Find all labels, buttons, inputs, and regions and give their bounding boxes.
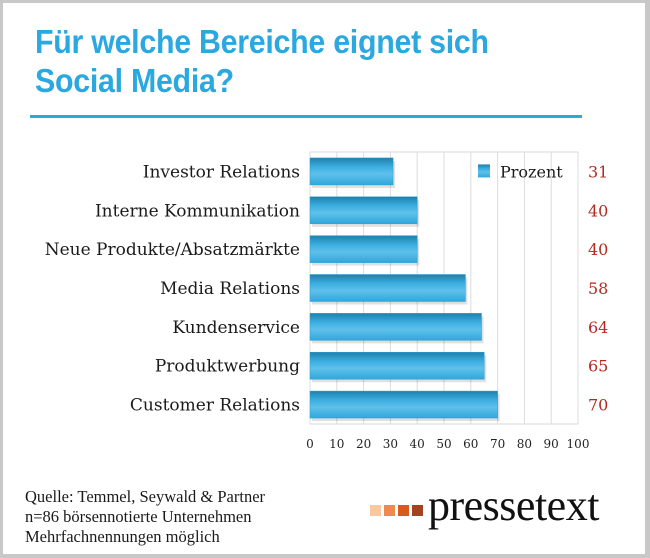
value-label: 40 [588,240,608,259]
legend-swatch-icon [478,164,490,178]
bar [309,196,418,225]
value-label: 65 [588,357,608,376]
category-label: Kundenservice [172,318,300,338]
value-label: 31 [588,162,608,181]
category-labels: Investor Relations Interne Kommunikation N… [45,162,300,415]
x-tick-label: 20 [356,437,371,451]
pressetext-logo: pressetext [370,484,599,528]
x-tick-label: 60 [463,437,478,451]
bar [309,313,482,341]
title-divider [30,115,582,118]
category-label: Interne Kommunikation [95,201,300,221]
value-labels: 31 40 40 58 64 65 70 [588,162,608,414]
x-tick-label: 80 [517,437,532,451]
bar [309,390,498,419]
logo-text: pressetext [428,481,599,530]
category-label: Media Relations [160,279,300,299]
note-line: Mehrfachnennungen möglich [25,527,220,546]
x-axis-ticks: 0 10 20 30 40 50 60 70 80 90 100 [306,437,589,451]
bar [309,274,466,302]
x-tick-label: 100 [567,437,590,451]
x-tick-label: 0 [306,437,314,451]
x-tick-label: 70 [490,437,505,451]
bar [309,157,394,186]
source-note: Quelle: Temmel, Seywald & Partner n=86 b… [25,487,265,547]
x-tick-label: 30 [383,437,398,451]
legend: Prozent [478,162,563,181]
chart-title: Für welche Bereiche eignet sich Social M… [35,23,489,99]
logo-square-icon [398,505,409,516]
logo-square-icon [384,505,395,516]
x-tick-label: 10 [329,437,344,451]
x-tick-label: 40 [410,437,425,451]
value-label: 58 [588,279,608,298]
source-line: Quelle: Temmel, Seywald & Partner [25,487,266,506]
bar [309,235,418,263]
logo-square-icon [412,505,423,516]
value-label: 70 [588,396,608,415]
sample-line: n=86 börsennotierte Unternehmen [25,507,252,526]
value-label: 64 [588,318,608,337]
value-label: 40 [588,201,608,220]
logo-square-icon [370,505,381,516]
bars [309,157,500,422]
bar [309,351,485,380]
category-label: Neue Produkte/Absatzmärkte [45,240,300,260]
category-label: Customer Relations [130,396,300,416]
legend-label: Prozent [500,162,563,181]
category-label: Produktwerbung [155,357,300,377]
x-tick-label: 50 [436,437,451,451]
x-tick-label: 90 [544,437,559,451]
category-label: Investor Relations [143,162,300,182]
